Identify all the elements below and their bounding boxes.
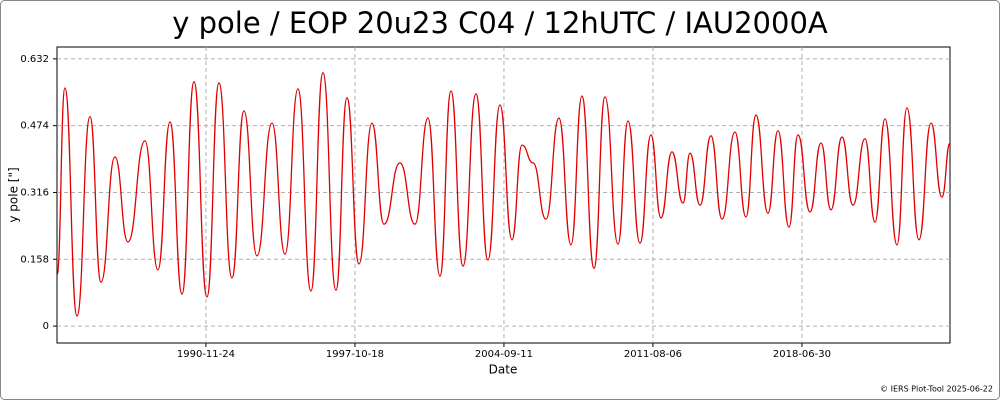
x-tick-label: 2011-08-06: [624, 349, 682, 360]
y-tick-label: 0.158: [20, 254, 49, 265]
y-tick-label: 0.316: [20, 187, 49, 198]
y-tick-label: 0: [43, 321, 49, 332]
y-tick-label: 0.474: [20, 121, 49, 132]
chart-title: y pole / EOP 20u23 C04 / 12hUTC / IAU200…: [172, 6, 828, 40]
footer: © IERS Plot-Tool 2025-06-22: [880, 385, 993, 394]
x-tick-label: 1997-10-18: [326, 349, 384, 360]
data-line: [56, 72, 951, 317]
y-tick-label: 0.632: [20, 54, 49, 65]
x-tick-label: 1990-11-24: [177, 349, 235, 360]
x-tick-label: 2018-06-30: [773, 349, 831, 360]
x-axis-label: Date: [489, 363, 518, 377]
x-tick-label: 2004-09-11: [475, 349, 533, 360]
y-axis-label: y pole ["]: [7, 167, 21, 222]
